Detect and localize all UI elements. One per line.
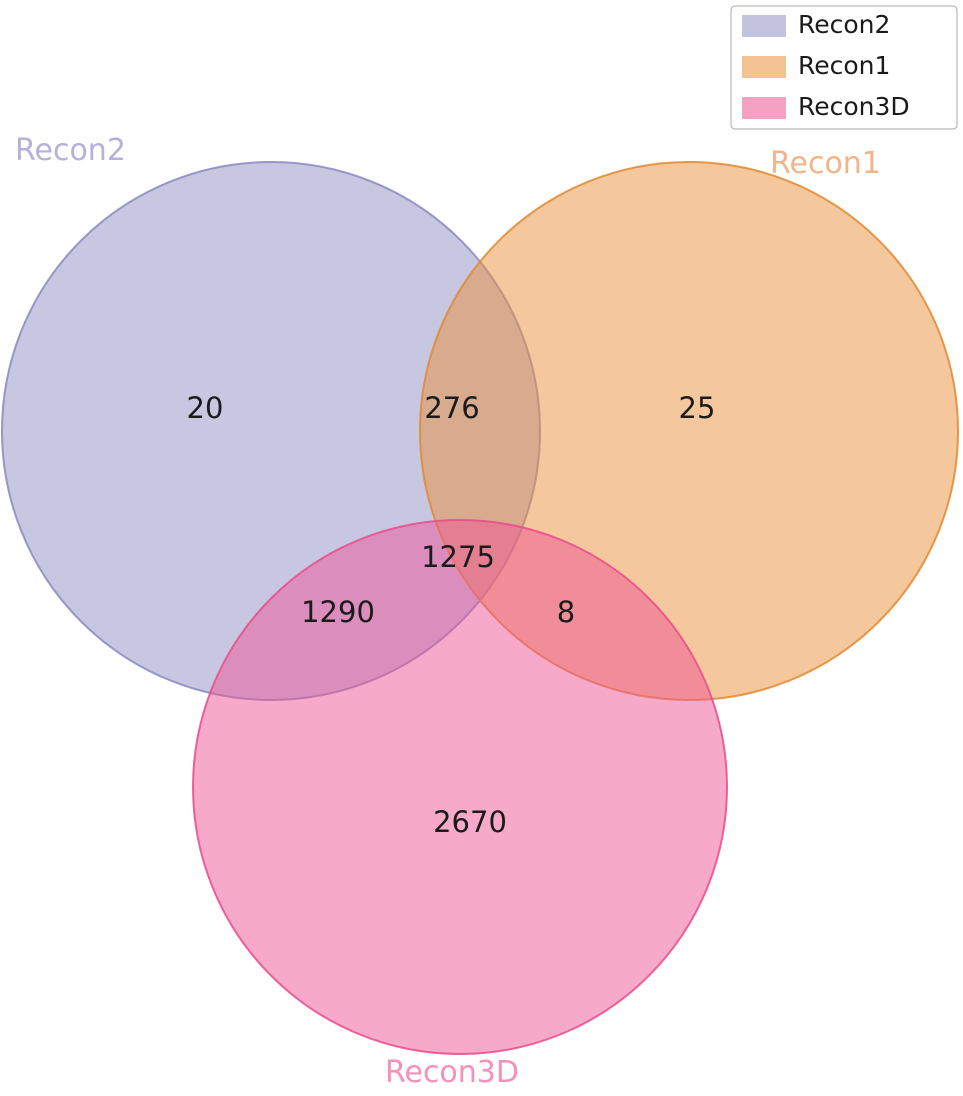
legend-frame [730, 5, 958, 130]
legend-entry-recon3d: Recon3D [742, 92, 910, 121]
count-recon1-only: 25 [679, 391, 716, 425]
count-recon2-and-recon3d: 1290 [301, 595, 375, 629]
legend-swatch-recon1 [742, 56, 786, 78]
recon3d-circle [192, 519, 728, 1055]
legend-label-recon1: Recon1 [798, 51, 890, 80]
count-recon2-only: 20 [187, 391, 224, 425]
legend-entry-recon1: Recon1 [742, 51, 890, 80]
region-counts: 20 276 25 1275 1290 8 2670 [187, 391, 716, 839]
set-label-recon3d: Recon3D [385, 1055, 519, 1090]
count-recon2-and-recon1: 276 [424, 391, 479, 425]
legend-label-recon2: Recon2 [798, 10, 890, 39]
set-label-recon1: Recon1 [770, 146, 881, 181]
legend-entry-recon2: Recon2 [742, 10, 890, 39]
legend-label-recon3d: Recon3D [798, 92, 910, 121]
set-label-recon2: Recon2 [15, 133, 126, 168]
count-recon3d-only: 2670 [433, 805, 507, 839]
count-recon1-and-recon2-and-recon3d: 1275 [421, 540, 495, 574]
venn-circles [1, 161, 959, 1055]
legend-swatch-recon2 [742, 15, 786, 37]
set-labels: Recon2 Recon1 Recon3D [15, 133, 881, 1090]
count-recon1-and-recon3d: 8 [557, 595, 575, 629]
legend: Recon2 Recon1 Recon3D [730, 5, 958, 130]
legend-swatch-recon3d [742, 97, 786, 119]
